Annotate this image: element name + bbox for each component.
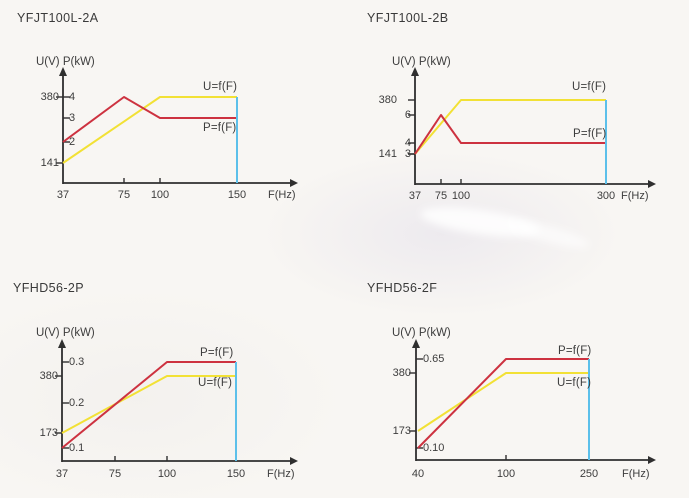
x-axis-arrow-icon bbox=[648, 456, 656, 464]
u-tick-label: 173 bbox=[392, 425, 411, 437]
x-tick-label: 150 bbox=[227, 189, 247, 201]
x-axis-arrow-icon bbox=[290, 457, 298, 465]
p-tick-label: 2 bbox=[69, 136, 76, 148]
p-tick-label: 4 bbox=[404, 137, 411, 149]
y-axis-arrow-icon bbox=[58, 339, 66, 348]
x-tick-label: 250 bbox=[579, 468, 599, 480]
chart-title: YFJT100L-2B bbox=[367, 11, 449, 25]
x-tick-label: 100 bbox=[496, 468, 516, 480]
u-tick-label: 141 bbox=[378, 148, 397, 160]
y-axis-arrow-icon bbox=[411, 67, 419, 76]
u-line bbox=[62, 96, 237, 164]
p-tick-label: 0.2 bbox=[69, 397, 85, 409]
x-tick-label: 300 bbox=[596, 190, 616, 202]
y-axis-arrow-icon bbox=[59, 67, 67, 76]
plot-svg bbox=[55, 339, 298, 465]
y-axis-header: U(V) P(kW) bbox=[36, 327, 95, 339]
chart-title: YFJT100L-2A bbox=[17, 11, 99, 25]
x-axis-label: F(Hz) bbox=[268, 189, 296, 201]
chart-yfhd56-2f: YFHD56-2F U(V) P(kW) 380 173 0.65 0.10 40 100 2… bbox=[345, 240, 689, 498]
p-tick-label: 0.65 bbox=[423, 353, 445, 365]
x-tick-label: 100 bbox=[150, 189, 170, 201]
y-axis-arrow-icon bbox=[412, 339, 420, 348]
x-axis-arrow-icon bbox=[290, 179, 298, 187]
u-tick-label: 380 bbox=[40, 91, 59, 103]
x-tick-label: 37 bbox=[56, 189, 70, 201]
u-tick-label: 380 bbox=[378, 94, 397, 106]
legend-p-label: P=f(F) bbox=[573, 128, 607, 140]
p-line bbox=[414, 114, 606, 155]
x-tick-label: 150 bbox=[226, 468, 246, 480]
y-axis-header: U(V) P(kW) bbox=[392, 327, 451, 339]
u-tick-label: 380 bbox=[39, 370, 58, 382]
x-tick-label: 100 bbox=[157, 468, 177, 480]
u-line bbox=[417, 372, 589, 432]
legend-u-label: U=f(F) bbox=[557, 377, 592, 389]
chart-title: YFHD56-2P bbox=[13, 281, 84, 295]
u-line bbox=[61, 375, 236, 434]
x-tick-label: 37 bbox=[408, 190, 422, 202]
u-tick-label: 141 bbox=[40, 157, 59, 169]
p-line bbox=[62, 96, 237, 143]
u-tick-label: 173 bbox=[39, 427, 58, 439]
x-axis-label: F(Hz) bbox=[621, 190, 649, 202]
y-axis-header: U(V) P(kW) bbox=[392, 56, 451, 68]
x-tick-label: 37 bbox=[55, 468, 69, 480]
chart-title: YFHD56-2F bbox=[367, 281, 438, 295]
x-tick-label: 100 bbox=[451, 190, 471, 202]
p-tick-label: 6 bbox=[404, 109, 411, 121]
legend-p-label: P=f(F) bbox=[203, 122, 237, 134]
plot-svg bbox=[408, 67, 656, 188]
legend-u-label: U=f(F) bbox=[572, 81, 607, 93]
p-line bbox=[417, 358, 589, 449]
x-tick-label: 75 bbox=[117, 189, 131, 201]
x-axis-label: F(Hz) bbox=[267, 468, 295, 480]
legend-p-label: P=f(F) bbox=[558, 345, 592, 357]
chart-yfhd56-2p: YFHD56-2P U(V) P(kW) 380 173 0.3 0.2 0.1 37 75 1… bbox=[0, 240, 344, 498]
x-tick-label: 75 bbox=[108, 468, 122, 480]
u-tick-label: 380 bbox=[392, 367, 411, 379]
u-line bbox=[414, 99, 606, 155]
x-tick-label: 40 bbox=[411, 468, 425, 480]
legend-p-label: P=f(F) bbox=[200, 347, 234, 359]
p-tick-label: 4 bbox=[69, 91, 76, 103]
p-tick-label: 0.1 bbox=[69, 442, 85, 454]
plot-svg bbox=[56, 67, 298, 187]
p-tick-label: 0.3 bbox=[69, 356, 85, 368]
x-tick-label: 75 bbox=[434, 190, 448, 202]
p-line bbox=[61, 361, 236, 449]
x-axis-label: F(Hz) bbox=[622, 468, 650, 480]
plot-svg bbox=[409, 339, 656, 464]
chart-yfjt100l-2a: YFJT100L-2A U(V) P(kW) 380 141 4 3 2 37 75 100 15… bbox=[0, 0, 344, 240]
x-axis-arrow-icon bbox=[648, 180, 656, 188]
legend-u-label: U=f(F) bbox=[203, 81, 238, 93]
y-axis-header: U(V) P(kW) bbox=[36, 56, 95, 68]
chart-yfjt100l-2b: YFJT100L-2B U(V) P(kW) 380 141 6 4 3 37 75 100 30… bbox=[345, 0, 689, 240]
p-tick-label: 0.10 bbox=[423, 442, 445, 454]
legend-u-label: U=f(F) bbox=[198, 377, 233, 389]
p-tick-label: 3 bbox=[404, 148, 411, 160]
p-tick-label: 3 bbox=[69, 112, 76, 124]
